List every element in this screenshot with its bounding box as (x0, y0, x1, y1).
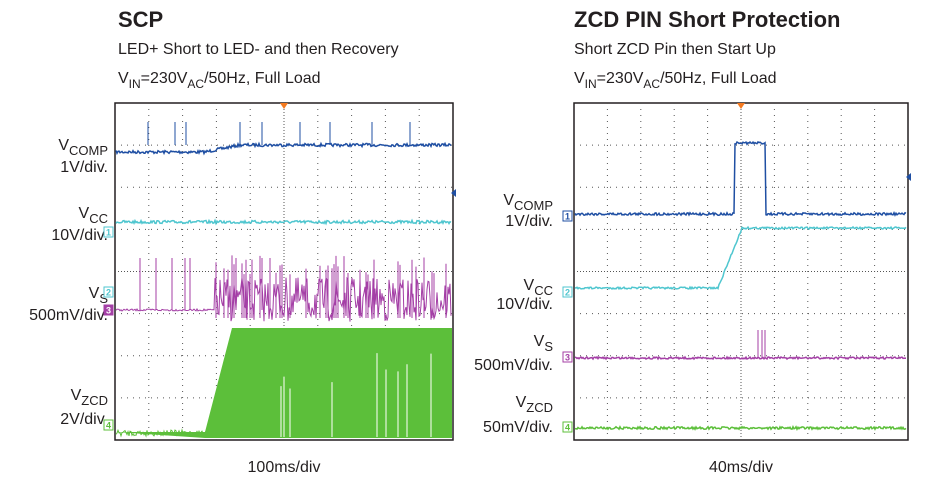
scope-screen (574, 103, 911, 440)
panel-title: SCP (118, 7, 163, 32)
channel-name: VZCD (516, 394, 553, 415)
condition-text: V (574, 70, 585, 87)
channel-marker: 3 (106, 306, 111, 316)
timebase: 100ms/div (248, 459, 321, 476)
subscript: AC (187, 77, 204, 91)
channel-marker: 2 (106, 288, 111, 298)
channel-subscript: ZCD (526, 400, 553, 415)
channel-name: VCOMP (503, 192, 553, 213)
channel-marker: 1 (565, 212, 570, 222)
scope-screen (115, 103, 456, 440)
condition-text: =230V (597, 70, 644, 87)
channel-symbol: V (516, 394, 527, 411)
channel-name: VCC (79, 205, 108, 226)
panel-subtitle: Short ZCD Pin then Start Up (574, 41, 776, 58)
channel-symbol: V (503, 192, 514, 209)
channel-subscript: CC (89, 211, 108, 226)
condition-text: =230V (141, 70, 188, 87)
panel-title: ZCD PIN Short Protection (574, 7, 840, 32)
channel-symbol: V (89, 285, 100, 302)
panel-subtitle: LED+ Short to LED- and then Recovery (118, 41, 399, 58)
channel-scale: 10V/div. (51, 227, 108, 244)
channel-scale: 1V/div. (505, 213, 553, 230)
condition-text: V (118, 70, 129, 87)
channel-subscript: COMP (514, 198, 553, 213)
condition-text: /50Hz, Full Load (204, 70, 321, 87)
channel-subscript: ZCD (81, 393, 108, 408)
timebase: 40ms/div (709, 459, 773, 476)
channel-subscript: COMP (69, 143, 108, 158)
condition-text: /50Hz, Full Load (660, 70, 777, 87)
figure: SCP LED+ Short to LED- and then Recovery V… (0, 0, 932, 479)
subscript: AC (643, 77, 660, 91)
channel-scale: 500mV/div. (29, 307, 108, 324)
channel-symbol: V (524, 277, 535, 294)
channel-scale: 500mV/div. (474, 357, 553, 374)
channel-marker: 4 (106, 421, 111, 431)
channel-symbol: V (79, 205, 90, 222)
channel-scale: 50mV/div. (483, 419, 553, 436)
subscript: IN (129, 77, 141, 91)
channel-scale: 1V/div. (60, 159, 108, 176)
condition: VIN=230VAC/50Hz, Full Load (118, 70, 321, 91)
channel-subscript: S (544, 339, 553, 354)
channel-marker: 1 (106, 228, 111, 238)
channel-name: VS (534, 333, 554, 354)
channel-marker: 4 (565, 423, 570, 433)
channel-symbol: V (58, 137, 69, 154)
channel-symbol: V (71, 387, 82, 404)
channel-marker: 2 (565, 288, 570, 298)
channel-scale: 2V/div. (60, 411, 108, 428)
channel-marker: 3 (565, 353, 570, 363)
channel-name: VCC (524, 277, 553, 298)
channel-name: VZCD (71, 387, 108, 408)
channel-scale: 10V/div. (496, 296, 553, 313)
channel-name: VCOMP (58, 137, 108, 158)
condition: VIN=230VAC/50Hz, Full Load (574, 70, 777, 91)
channel-symbol: V (534, 333, 545, 350)
subscript: IN (585, 77, 597, 91)
